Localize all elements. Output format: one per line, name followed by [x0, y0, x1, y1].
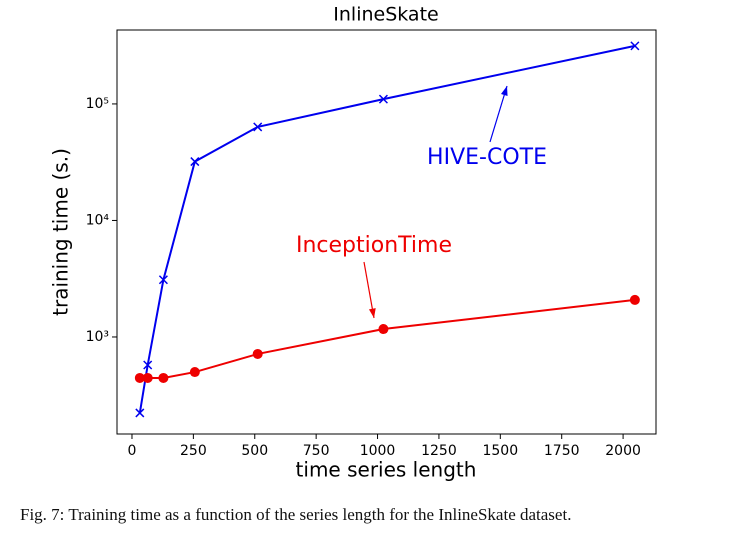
x-tick-label: 250	[180, 443, 207, 459]
y-tick-label: 10⁵	[86, 96, 109, 112]
marker	[630, 41, 640, 51]
marker	[378, 94, 388, 104]
x-tick-label: 1000	[360, 443, 396, 459]
caption: Fig. 7: Training time as a function of t…	[20, 505, 572, 524]
marker	[189, 367, 200, 378]
x-tick-label: 1250	[421, 443, 457, 459]
y-axis-label: training time (s.)	[49, 148, 73, 316]
marker	[378, 324, 389, 335]
x-tick-label: 500	[241, 443, 268, 459]
series-line	[139, 298, 635, 379]
y-tick-label: 10⁴	[86, 212, 110, 228]
x-tick-label: 1750	[544, 443, 580, 459]
x-tick-label: 750	[303, 443, 330, 459]
x-axis-label: time series length	[296, 458, 477, 482]
marker	[134, 372, 145, 383]
annotation-arrowhead	[500, 86, 508, 96]
annotation-arrowhead	[368, 308, 376, 318]
series-annotation: HIVE-COTE	[427, 145, 547, 170]
series-annotation: InceptionTime	[296, 233, 452, 258]
plot-frame	[116, 29, 657, 435]
marker	[142, 372, 153, 383]
x-tick-label: 2000	[605, 443, 641, 459]
x-tick-label: 0	[128, 443, 137, 459]
x-tick-label: 1500	[482, 443, 518, 459]
annotation-arrow	[363, 261, 375, 319]
marker	[158, 372, 169, 383]
annotation-arrow	[489, 85, 508, 143]
chart: InlineSkate time series length training …	[49, 4, 657, 482]
marker	[135, 408, 145, 418]
chart-title: InlineSkate	[333, 4, 438, 26]
marker	[629, 294, 640, 305]
marker	[190, 157, 200, 167]
marker	[252, 348, 263, 359]
marker	[253, 122, 263, 132]
y-tick-label: 10³	[86, 329, 109, 345]
series-line	[138, 44, 636, 414]
marker	[143, 360, 153, 370]
marker	[158, 275, 168, 285]
